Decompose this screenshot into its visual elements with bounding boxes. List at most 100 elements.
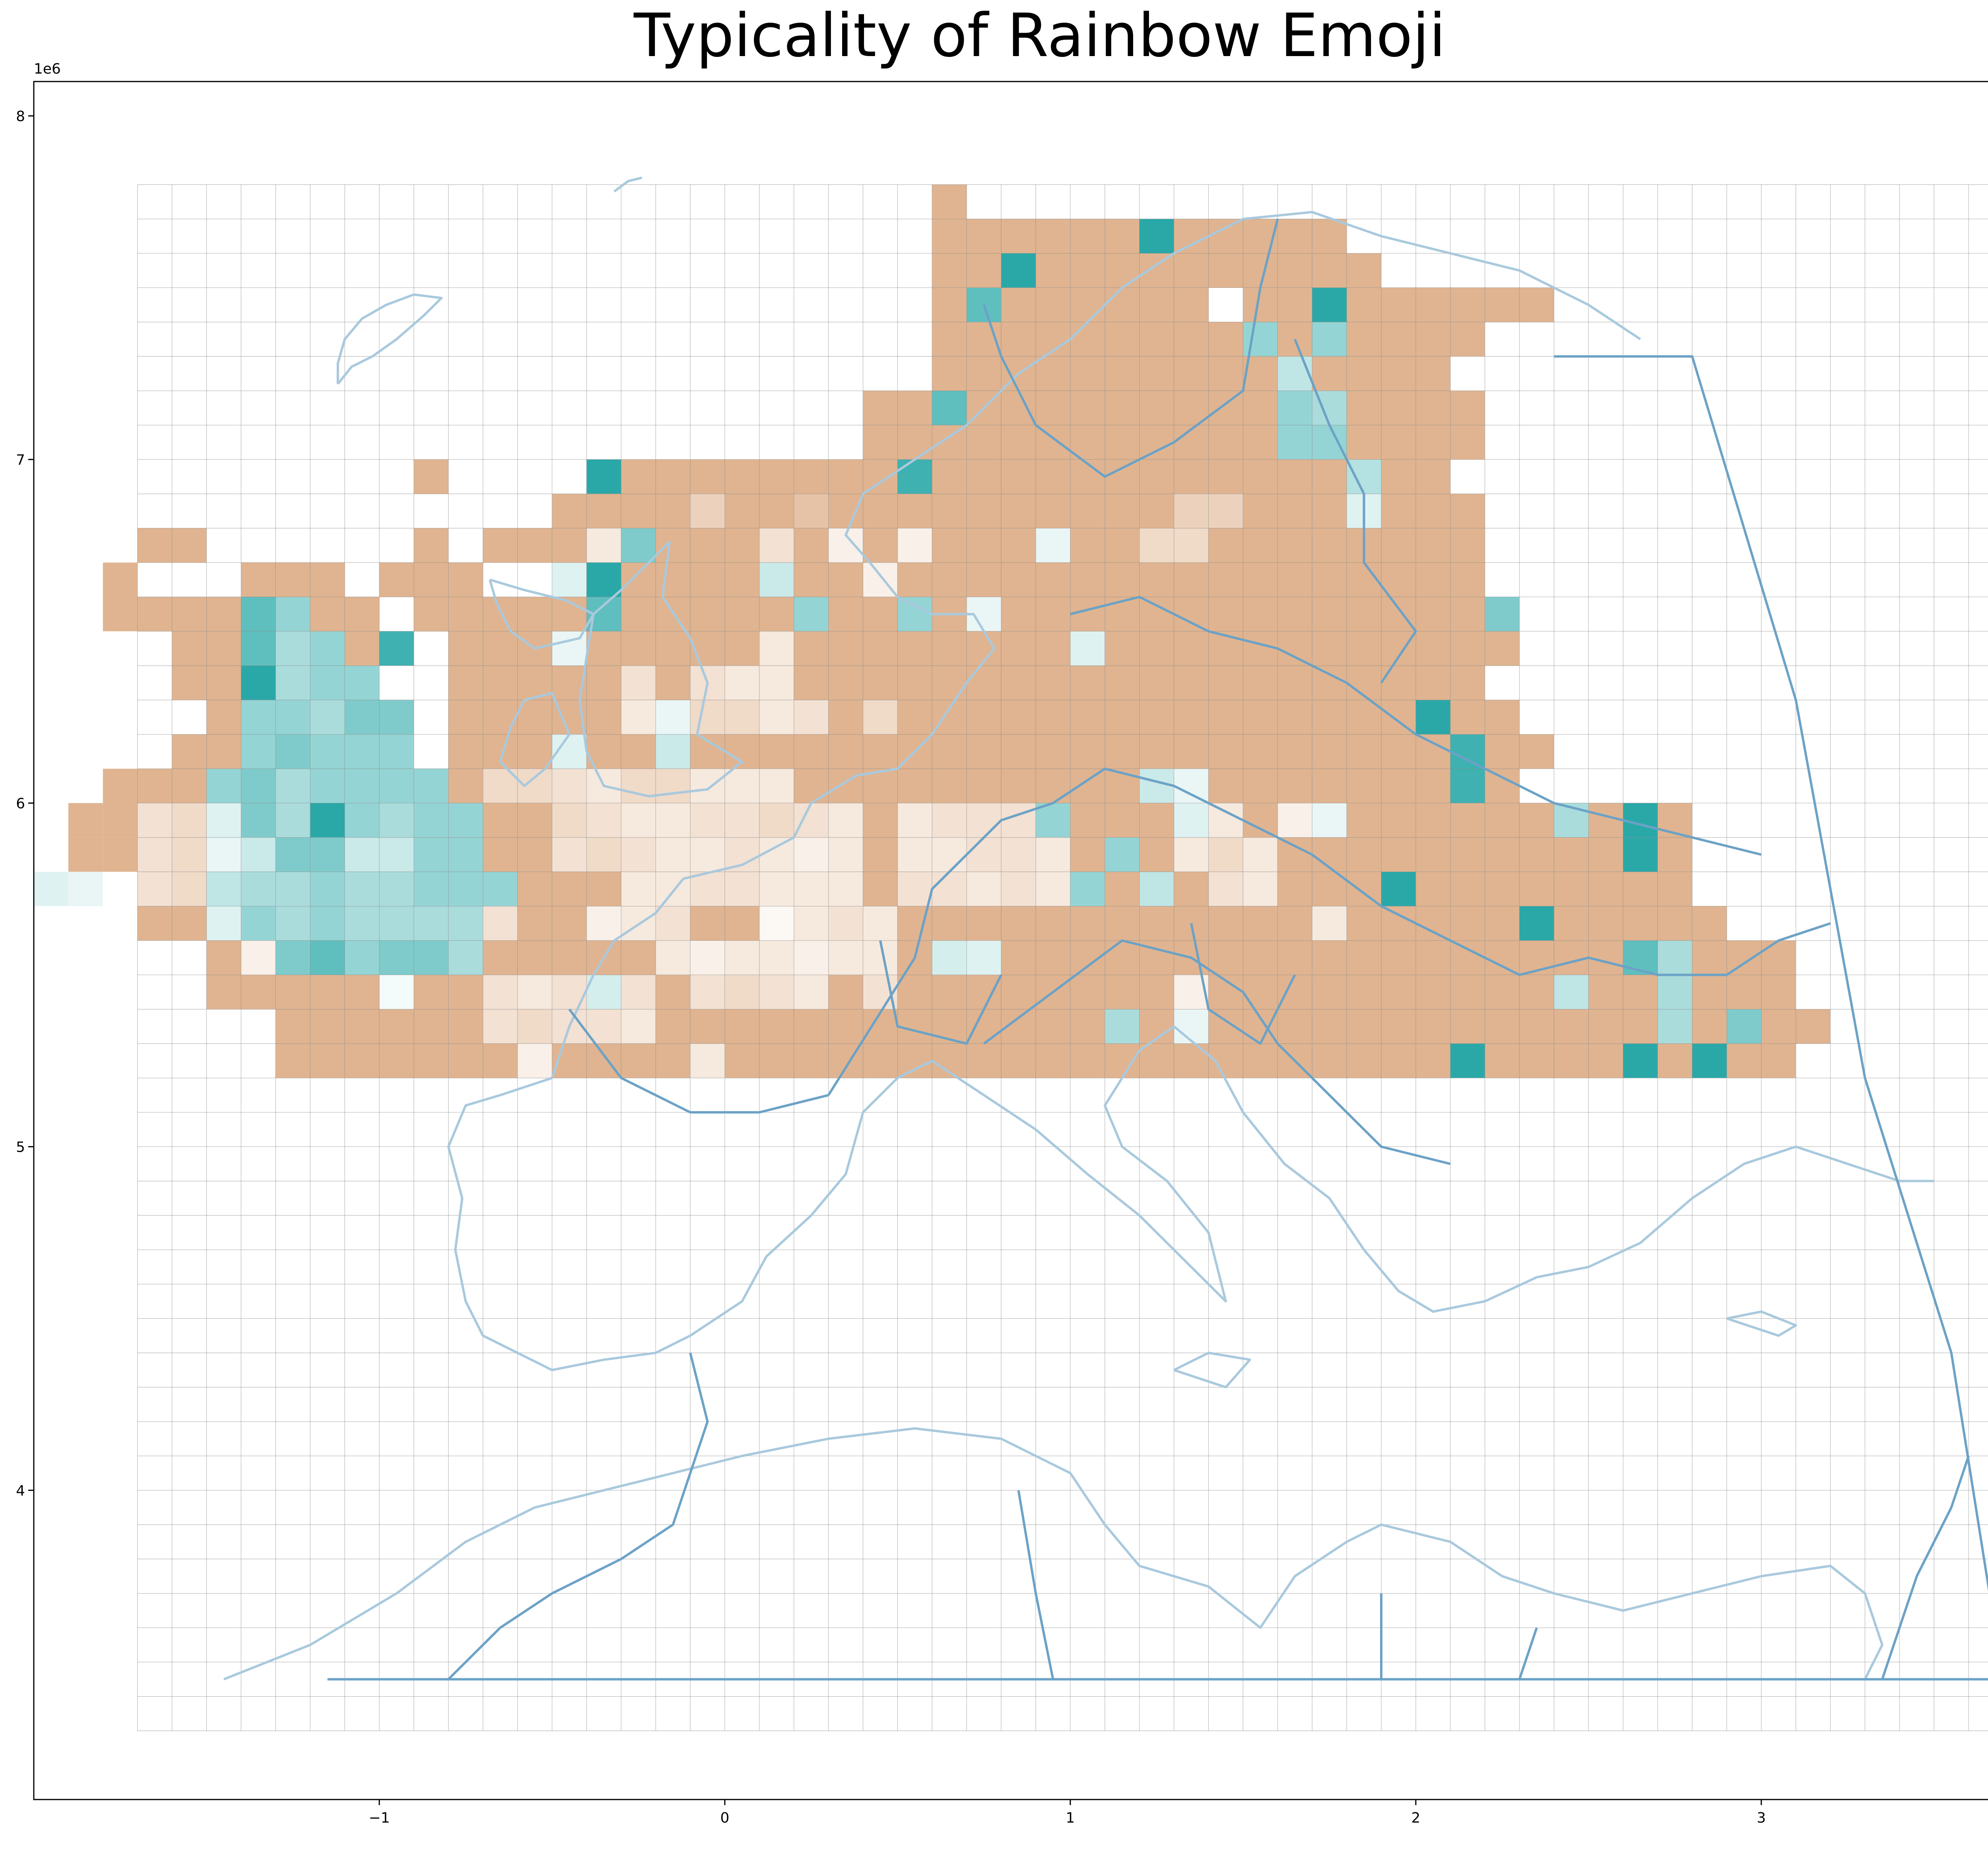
heatmap-cell bbox=[1139, 288, 1174, 322]
heatmap-cell bbox=[1070, 872, 1105, 906]
heatmap-cell bbox=[1139, 391, 1174, 425]
heatmap-cell bbox=[1450, 734, 1485, 769]
heatmap-cell bbox=[137, 803, 172, 838]
coastline bbox=[223, 1427, 1883, 1681]
heatmap-cell bbox=[656, 1044, 691, 1078]
country-border bbox=[1293, 338, 1417, 684]
heatmap-cell bbox=[517, 597, 552, 632]
heatmap-cell bbox=[345, 1009, 379, 1044]
heatmap-cell bbox=[1415, 356, 1450, 391]
heatmap-cell bbox=[1001, 288, 1036, 322]
heatmap-cell bbox=[310, 700, 345, 735]
heatmap-cell bbox=[1139, 219, 1174, 253]
heatmap-cell bbox=[1450, 803, 1485, 838]
heatmap-cell bbox=[206, 837, 241, 872]
heatmap-cell bbox=[1450, 975, 1485, 1009]
heatmap-cell bbox=[1312, 665, 1347, 700]
heatmap-cell bbox=[206, 665, 241, 700]
heatmap-cell bbox=[863, 528, 898, 563]
heatmap-cell bbox=[759, 734, 794, 769]
heatmap-cell bbox=[1036, 872, 1070, 906]
heatmap-cell bbox=[932, 906, 967, 941]
heatmap-cell bbox=[310, 803, 345, 838]
plot-frame bbox=[33, 81, 1988, 1800]
heatmap-cell bbox=[1519, 975, 1554, 1009]
heatmap-cell bbox=[1554, 975, 1589, 1009]
heatmap-cell bbox=[863, 1009, 898, 1044]
heatmap-cell bbox=[448, 597, 483, 632]
heatmap-cell bbox=[724, 665, 759, 700]
heatmap-cell bbox=[932, 872, 967, 906]
heatmap-cell bbox=[1381, 769, 1416, 803]
heatmap-cell bbox=[241, 631, 276, 666]
heatmap-cell bbox=[1208, 528, 1243, 563]
heatmap-cell bbox=[310, 1044, 345, 1078]
heatmap-cell bbox=[1415, 700, 1450, 735]
heatmap-cell bbox=[690, 769, 725, 803]
heatmap-cell bbox=[552, 872, 587, 906]
heatmap-cell bbox=[345, 1044, 379, 1078]
heatmap-cell bbox=[414, 803, 448, 838]
heatmap-cell bbox=[932, 941, 967, 975]
heatmap-cell bbox=[1001, 769, 1036, 803]
coastline bbox=[931, 1025, 1934, 1313]
heatmap-cell bbox=[1036, 941, 1070, 975]
heatmap-cell bbox=[1208, 700, 1243, 735]
heatmap-cell bbox=[1208, 425, 1243, 460]
heatmap-cell bbox=[1450, 494, 1485, 529]
heatmap-cell bbox=[1174, 1044, 1209, 1078]
heatmap-cell bbox=[1243, 1009, 1278, 1044]
heatmap-cell bbox=[1001, 734, 1036, 769]
heatmap-cell bbox=[967, 356, 1002, 391]
heatmap-cell bbox=[897, 872, 932, 906]
heatmap-cell bbox=[1070, 288, 1105, 322]
heatmap-cell bbox=[345, 941, 379, 975]
heatmap-cell bbox=[448, 665, 483, 700]
heatmap-cell bbox=[1139, 769, 1174, 803]
heatmap-cell bbox=[517, 769, 552, 803]
heatmap-cell bbox=[1070, 700, 1105, 735]
heatmap-cell bbox=[1415, 1044, 1450, 1078]
heatmap-cell bbox=[690, 803, 725, 838]
heatmap-cell bbox=[1070, 528, 1105, 563]
heatmap-cell bbox=[1312, 425, 1347, 460]
heatmap-cell bbox=[310, 906, 345, 941]
heatmap-cell bbox=[1554, 837, 1589, 872]
heatmap-cell bbox=[690, 562, 725, 597]
heatmap-cell bbox=[1105, 700, 1140, 735]
heatmap-cell bbox=[206, 975, 241, 1009]
heatmap-cell bbox=[759, 769, 794, 803]
heatmap-cell bbox=[897, 459, 932, 494]
heatmap-cell bbox=[1001, 253, 1036, 288]
heatmap-cell bbox=[863, 906, 898, 941]
heatmap-cell bbox=[1070, 665, 1105, 700]
heatmap-cell bbox=[552, 803, 587, 838]
heatmap-cell bbox=[1174, 562, 1209, 597]
heatmap-cell bbox=[206, 597, 241, 632]
heatmap-cell bbox=[172, 734, 207, 769]
heatmap-cell bbox=[1036, 631, 1070, 666]
heatmap-cell bbox=[794, 975, 829, 1009]
heatmap-cell bbox=[345, 631, 379, 666]
heatmap-cell bbox=[552, 528, 587, 563]
heatmap-cell bbox=[932, 562, 967, 597]
heatmap-cell bbox=[932, 837, 967, 872]
country-border bbox=[1554, 355, 1866, 1079]
heatmap-cell bbox=[621, 700, 656, 735]
heatmap-cell bbox=[1277, 906, 1312, 941]
heatmap-cell bbox=[690, 1009, 725, 1044]
heatmap-cell bbox=[897, 1044, 932, 1078]
heatmap-cell bbox=[1036, 700, 1070, 735]
heatmap-cell bbox=[1415, 803, 1450, 838]
heatmap-cell bbox=[759, 459, 794, 494]
heatmap-cell bbox=[1036, 459, 1070, 494]
heatmap-cell bbox=[206, 631, 241, 666]
heatmap-cell bbox=[1381, 872, 1416, 906]
heatmap-cell bbox=[1243, 872, 1278, 906]
heatmap-cell bbox=[448, 872, 483, 906]
x-tick-label: 1 bbox=[1066, 1810, 1075, 1826]
heatmap-cell bbox=[1692, 906, 1727, 941]
heatmap-cell bbox=[1347, 288, 1381, 322]
heatmap-cell bbox=[1485, 769, 1520, 803]
heatmap-cell bbox=[724, 700, 759, 735]
